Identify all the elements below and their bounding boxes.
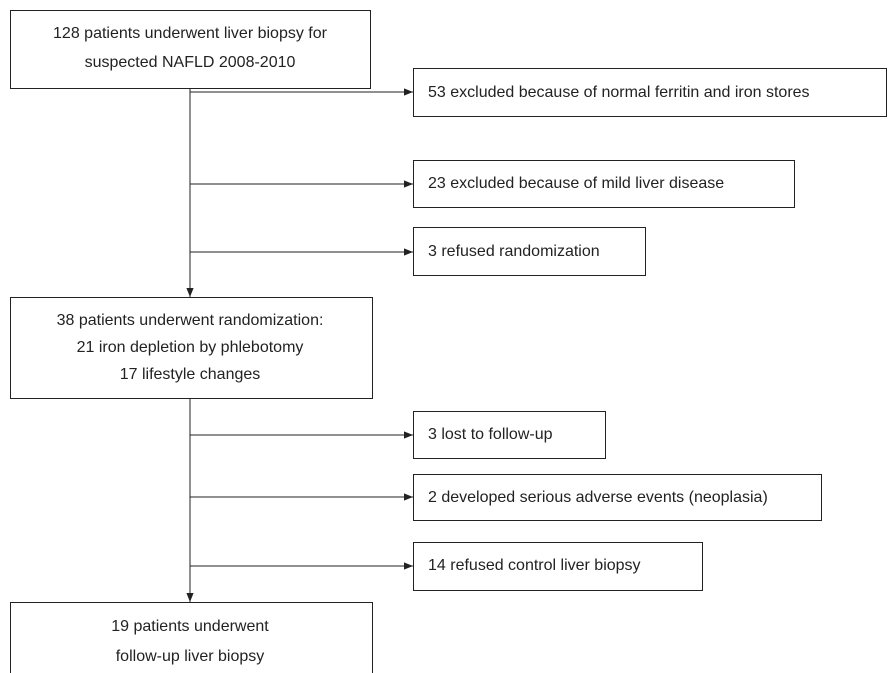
box bbox=[10, 602, 373, 673]
box-text: follow-up liver biopsy bbox=[116, 648, 265, 665]
box bbox=[413, 411, 606, 459]
box-text: 3 refused randomization bbox=[428, 243, 600, 260]
box-text: 23 excluded because of mild liver diseas… bbox=[428, 175, 724, 192]
box-text: 38 patients underwent randomization: bbox=[57, 312, 324, 329]
box bbox=[10, 297, 373, 399]
box bbox=[413, 68, 887, 117]
box-text: suspected NAFLD 2008-2010 bbox=[85, 54, 296, 71]
box bbox=[413, 474, 822, 521]
box-text: 53 excluded because of normal ferritin a… bbox=[428, 84, 810, 101]
box-text: 3 lost to follow-up bbox=[428, 426, 553, 443]
box-text: 128 patients underwent liver biopsy for bbox=[53, 25, 328, 42]
box-text: 14 refused control liver biopsy bbox=[428, 557, 641, 574]
box bbox=[413, 160, 795, 208]
box-text: 17 lifestyle changes bbox=[120, 366, 261, 383]
box-text: 2 developed serious adverse events (neop… bbox=[428, 489, 768, 506]
box-text: 21 iron depletion by phlebotomy bbox=[77, 339, 304, 356]
box-text: 19 patients underwent bbox=[111, 618, 269, 635]
box bbox=[413, 227, 646, 276]
box bbox=[413, 542, 703, 591]
box bbox=[10, 10, 371, 89]
